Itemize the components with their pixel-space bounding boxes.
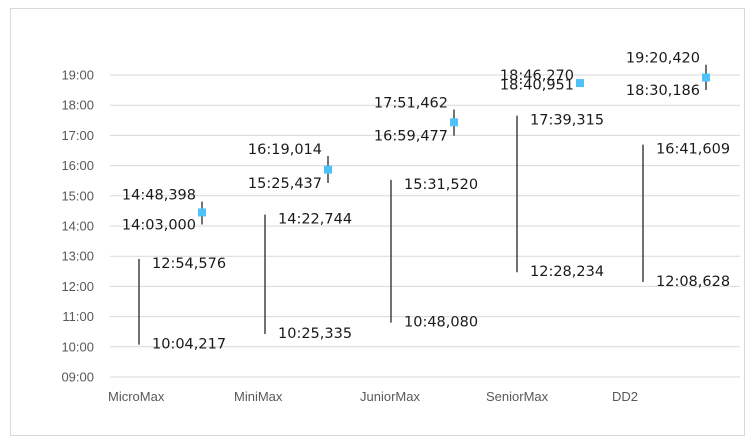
y-tick-label: 15:00 [61,188,94,203]
data-labels: 12:54,576 10:04,217 14:22,744 10:25,335 15:3… [122,51,730,353]
data-label-low: 12:28,234 [530,264,604,280]
y-axis-ticks: 09:00 10:00 11:00 12:00 13:00 14:00 15:00 16:00… [61,68,94,385]
plot-marks [138,64,710,345]
x-category-label: SeniorMax [486,389,549,404]
data-label-low: 14:03,000 [122,217,196,233]
data-label-low: 15:25,437 [248,176,322,192]
y-tick-label: 17:00 [61,128,94,143]
chart-frame [10,8,745,436]
data-label-low: 18:40,951 [500,78,574,94]
data-label-high: 14:22,744 [278,212,352,228]
data-label-high: 17:39,315 [530,113,604,129]
y-tick-label: 18:00 [61,98,94,113]
data-label-high: 16:41,609 [656,142,730,158]
close-marker [324,165,332,174]
data-label-low: 10:48,080 [404,315,478,331]
data-label-high: 15:31,520 [404,177,478,193]
y-tick-label: 19:00 [61,68,94,83]
data-label-high: 12:54,576 [152,256,226,272]
data-label-high: 17:51,462 [374,95,448,111]
data-label-low: 16:59,477 [374,129,448,145]
data-label-high: 14:48,398 [122,188,196,204]
y-tick-label: 10:00 [61,339,94,354]
data-label-low: 10:25,335 [278,326,352,342]
data-label-low: 18:30,186 [626,83,700,99]
y-tick-label: 12:00 [61,279,94,294]
x-category-label: MicroMax [108,389,165,404]
x-axis-categories: MicroMax MiniMax JuniorMax SeniorMax DD2 [108,389,638,404]
x-category-label: DD2 [612,389,638,404]
close-marker [702,73,710,82]
data-label-low: 12:08,628 [656,274,730,290]
x-category-label: JuniorMax [360,389,420,404]
y-tick-label: 16:00 [61,158,94,173]
close-marker [198,208,206,217]
close-marker [576,79,584,88]
x-category-label: MiniMax [234,389,283,404]
data-label-high: 19:20,420 [626,51,700,67]
data-label-high: 18:46,270 [500,68,574,84]
y-tick-label: 14:00 [61,219,94,234]
y-tick-label: 09:00 [61,370,94,385]
y-tick-label: 11:00 [62,309,94,324]
data-label-low: 10:04,217 [152,337,226,353]
data-label-high: 16:19,014 [248,142,322,158]
gridlines [110,74,740,378]
close-marker [450,118,458,127]
y-tick-label: 13:00 [61,249,94,264]
